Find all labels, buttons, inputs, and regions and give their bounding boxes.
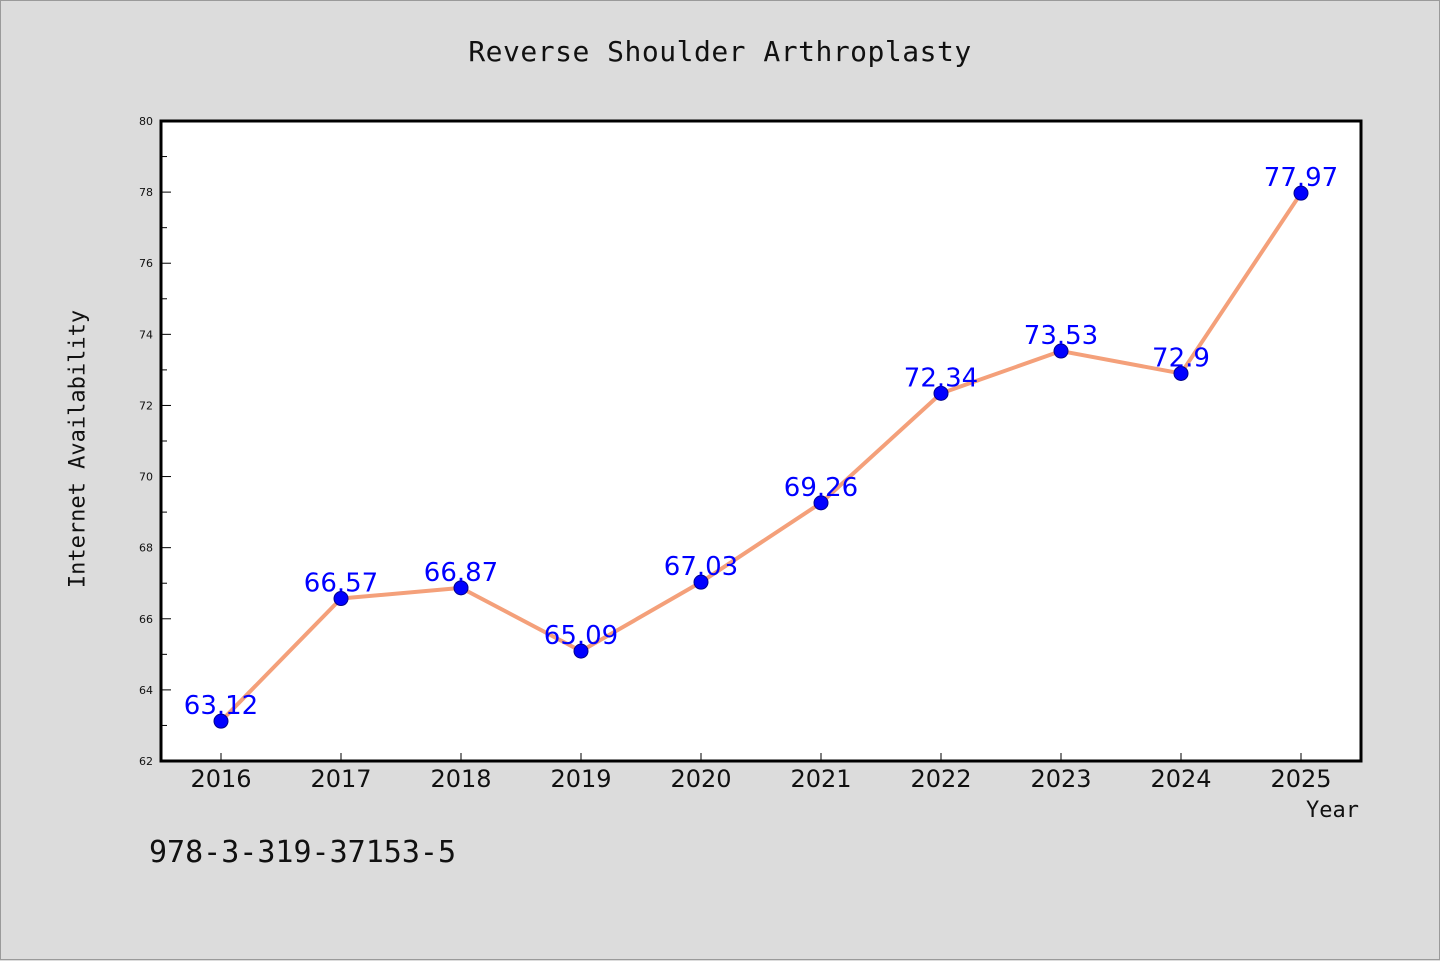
data-label: 63.12 [184,691,258,721]
data-label: 66.57 [304,569,378,599]
y-tick-label: 80 [139,115,153,128]
y-tick-label: 74 [139,328,153,341]
data-label: 72.9 [1152,343,1210,373]
y-tick-label: 66 [139,613,153,626]
y-tick-label: 62 [139,755,153,768]
data-label: 73.53 [1024,321,1098,351]
data-point [453,580,469,596]
x-tick-label: 2018 [430,765,491,793]
data-point [693,574,709,590]
data-point [213,713,229,729]
x-tick-label: 2016 [190,765,251,793]
data-point [1173,365,1189,381]
data-label: 65.09 [544,621,618,651]
x-axis-label: Year [1306,798,1359,823]
data-point [333,591,349,607]
data-label: 77.97 [1264,163,1338,193]
y-tick-label: 70 [139,471,153,484]
y-tick-label: 72 [139,399,153,412]
x-tick-label: 2025 [1270,765,1331,793]
data-label: 67.03 [664,552,738,582]
isbn-text: 978-3-319-37153-5 [149,835,457,870]
data-point [933,385,949,401]
data-label: 72.34 [904,363,978,393]
y-tick-label: 76 [139,257,153,270]
x-tick-label: 2017 [310,765,371,793]
y-tick-label: 68 [139,542,153,555]
plot-area [159,119,1363,763]
data-label: 69.26 [784,473,858,503]
x-tick-label: 2020 [670,765,731,793]
x-tick-label: 2019 [550,765,611,793]
data-point [1293,185,1309,201]
x-tick-label: 2024 [1150,765,1211,793]
y-tick-label: 78 [139,186,153,199]
x-tick-label: 2022 [910,765,971,793]
x-tick-label: 2023 [1030,765,1091,793]
data-point [573,643,589,659]
data-point [813,495,829,511]
chart-title: Reverse Shoulder Arthroplasty [468,35,972,68]
y-tick-label: 64 [139,684,153,697]
series-line [219,192,1303,723]
x-tick-label: 2021 [790,765,851,793]
data-label: 66.87 [424,558,498,588]
data-point [1053,343,1069,359]
